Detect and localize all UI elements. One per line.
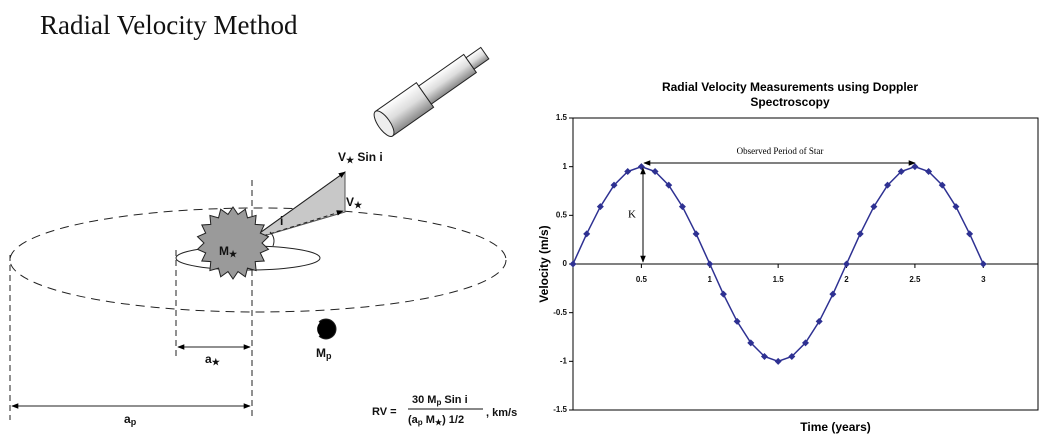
- x-tick-label: 1.5: [773, 275, 785, 284]
- label-angle: i: [280, 214, 283, 228]
- diagram: [10, 41, 506, 420]
- chart: Radial Velocity Measurements using Doppl…: [537, 80, 1038, 434]
- label-v-star: V★: [346, 195, 363, 210]
- chart-title: Radial Velocity Measurements using Doppl…: [662, 80, 918, 94]
- x-tick-label: 2: [844, 275, 849, 284]
- data-marker: [966, 230, 973, 237]
- y-tick-label: 0: [563, 259, 568, 268]
- y-tick-label: -1: [560, 356, 568, 365]
- y-tick-label: -0.5: [553, 308, 567, 317]
- data-marker: [638, 163, 645, 170]
- period-label: Observed Period of Star: [737, 146, 824, 156]
- y-tick-label: 0.5: [556, 210, 568, 219]
- data-marker: [775, 358, 782, 365]
- x-axis-label: Time (years): [800, 420, 870, 434]
- formula-unit: , km/s: [486, 407, 517, 419]
- data-marker: [570, 261, 577, 268]
- formula-denominator: (ap M★) 1/2: [408, 414, 464, 427]
- data-marker: [583, 230, 590, 237]
- slide-title: Radial Velocity Method: [40, 10, 298, 40]
- y-tick-label: 1.5: [556, 113, 568, 122]
- data-marker: [843, 261, 850, 268]
- formula-numerator: 30 Mp Sin i: [412, 394, 468, 407]
- data-marker: [829, 291, 836, 298]
- data-marker: [911, 163, 918, 170]
- x-tick-label: 0.5: [636, 275, 648, 284]
- k-label: K: [628, 209, 636, 221]
- label-v-sin-i: V★ Sin i: [338, 150, 383, 165]
- y-tick-label: 1: [563, 162, 568, 171]
- data-marker: [980, 261, 987, 268]
- data-marker: [693, 230, 700, 237]
- label-planet-orbit: ap: [124, 412, 137, 427]
- x-tick-label: 3: [981, 275, 986, 284]
- formula-lhs: RV =: [372, 406, 397, 418]
- label-star-orbit: a★: [205, 352, 221, 367]
- y-axis-label: Velocity (m/s): [537, 225, 551, 302]
- telescope: [371, 41, 494, 140]
- chart-title: Spectroscopy: [750, 95, 830, 109]
- data-marker: [720, 291, 727, 298]
- x-tick-label: 1: [708, 275, 713, 284]
- x-tick-label: 2.5: [909, 275, 921, 284]
- data-marker: [857, 230, 864, 237]
- label-planet-mass: Mp: [316, 346, 332, 361]
- slide: Radial Velocity Method V★ Sin i V★ i M★ …: [0, 0, 1043, 436]
- y-tick-label: -1.5: [553, 405, 567, 414]
- data-marker: [706, 261, 713, 268]
